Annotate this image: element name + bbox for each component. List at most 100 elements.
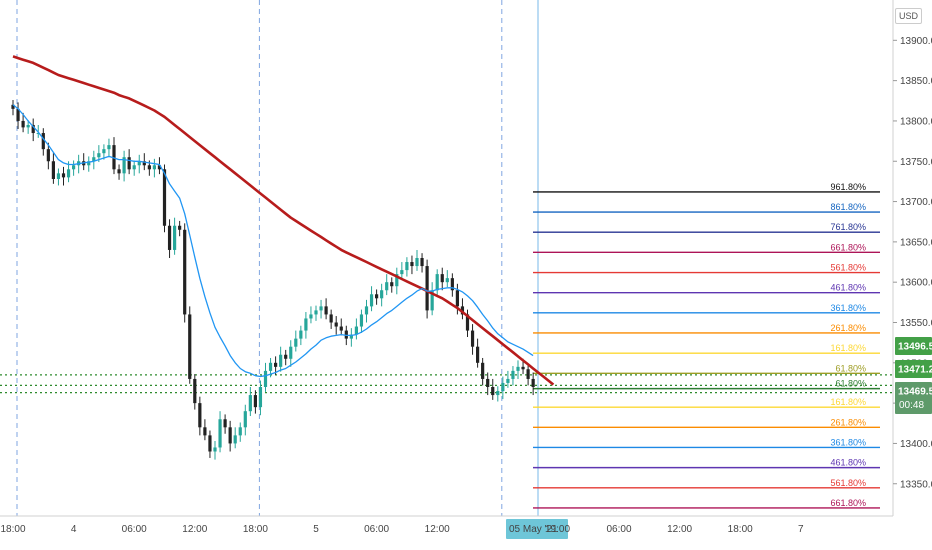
candle-body (410, 262, 414, 267)
candle-body (309, 314, 313, 319)
y-tick-label: 13650.00 (900, 237, 932, 248)
candle-body (203, 427, 207, 436)
candle-body (395, 274, 399, 287)
candle-body (299, 330, 303, 339)
candle-body (167, 225, 172, 250)
candle-body (420, 258, 424, 267)
fib-level-label: 361.80% (830, 437, 866, 447)
candle-body (218, 419, 222, 448)
price-badge (895, 382, 932, 414)
currency-text: USD (898, 11, 918, 21)
fib-level-label: 861.80% (830, 202, 866, 212)
candle-body (284, 354, 288, 359)
candle-body (289, 346, 293, 359)
candle-body (72, 165, 76, 170)
fibonacci-levels: 961.80% 861.80% 761.80% 661.80% 561.80% 461.8… (533, 182, 880, 509)
candle-body (425, 266, 429, 311)
candle-body (506, 378, 510, 383)
candle-body (183, 229, 187, 315)
candle-body (274, 362, 278, 367)
candle-body (390, 282, 394, 287)
candle-body (369, 294, 374, 307)
x-tick-label: 12:00 (667, 524, 692, 535)
candle-body (21, 120, 25, 128)
candle-body (147, 165, 151, 170)
candle-body (470, 330, 475, 347)
fib-level-label: 661.80% (830, 498, 866, 508)
candles (11, 99, 535, 460)
candle-body (248, 395, 252, 412)
candle-body (87, 161, 91, 166)
time-axis: 18:00406:0012:0018:00506:0012:00606:0012… (0, 515, 893, 539)
candle-body (511, 370, 515, 379)
candle-body (253, 395, 257, 408)
y-tick-label: 13750.00 (900, 157, 932, 168)
candle-body (516, 366, 520, 371)
candle-body (41, 133, 45, 150)
candle-body (349, 334, 353, 339)
candle-body (279, 354, 283, 367)
candle-body (415, 258, 419, 267)
candle-body (481, 362, 485, 379)
candle-body (117, 169, 121, 174)
fib-level-label: 661.80% (830, 242, 866, 252)
candle-body (213, 447, 217, 452)
sma-line (12, 55, 555, 386)
candle-body (465, 314, 470, 331)
candle-body (334, 322, 338, 327)
time-badge (506, 519, 568, 539)
candle-body (223, 419, 227, 428)
y-tick-label: 13850.00 (900, 76, 932, 87)
time-badge-date: 05 May '21 (509, 524, 558, 535)
candle-body (26, 124, 30, 128)
candle-body (162, 169, 167, 226)
candle-body (445, 278, 449, 283)
countdown-label: 00:48 (899, 400, 924, 411)
indicators (12, 55, 555, 386)
candle-body (142, 161, 146, 166)
price-badges: 13496.50 13471.25 13469.50 00:48 (895, 337, 932, 414)
fib-level-label: 61.80% (835, 363, 866, 373)
candle-body (476, 346, 480, 363)
candle-body (233, 435, 237, 444)
x-tick-label: 06:00 (364, 524, 389, 535)
x-tick-label: 5 (313, 524, 319, 535)
candle-body (440, 274, 444, 283)
candle-body (430, 290, 434, 311)
candle-body (122, 157, 126, 174)
x-tick-label: 12:00 (425, 524, 450, 535)
candle-body (455, 290, 459, 307)
price-axis: 13350.0013400.0013450.0013500.0013550.00… (892, 0, 932, 516)
price-badge (895, 360, 932, 378)
candle-body (380, 290, 384, 299)
candle-body (324, 306, 328, 315)
candle-body (450, 278, 454, 291)
y-tick-label: 13400.00 (900, 439, 932, 450)
candle-body (188, 314, 192, 379)
candle-body (263, 370, 268, 387)
candle-body (531, 378, 535, 387)
candle-body (268, 362, 273, 371)
candle-body (521, 366, 525, 370)
candle-body (491, 387, 495, 396)
fib-level-label: 261.80% (830, 323, 866, 333)
candle-body (137, 161, 141, 166)
price-badge-label: 13469.50 (898, 387, 932, 398)
candle-body (354, 326, 358, 335)
candle-body (364, 306, 369, 315)
candle-body (375, 294, 379, 299)
candle-body (56, 173, 61, 179)
candle-body (294, 338, 298, 347)
y-tick-label: 13900.00 (900, 36, 932, 47)
x-tick-label: 18:00 (0, 524, 25, 535)
x-tick-label: 4 (71, 524, 77, 535)
time-badge-hour: 19:00 (545, 524, 570, 535)
fib-level-label: 361.80% (830, 303, 866, 313)
fib-level-label: 461.80% (830, 283, 866, 293)
candle-body (157, 165, 162, 170)
y-tick-label: 13700.00 (900, 197, 932, 208)
x-tick-label: 06:00 (122, 524, 147, 535)
candle-body (36, 133, 40, 135)
fib-level-label: 461.80% (830, 458, 866, 468)
